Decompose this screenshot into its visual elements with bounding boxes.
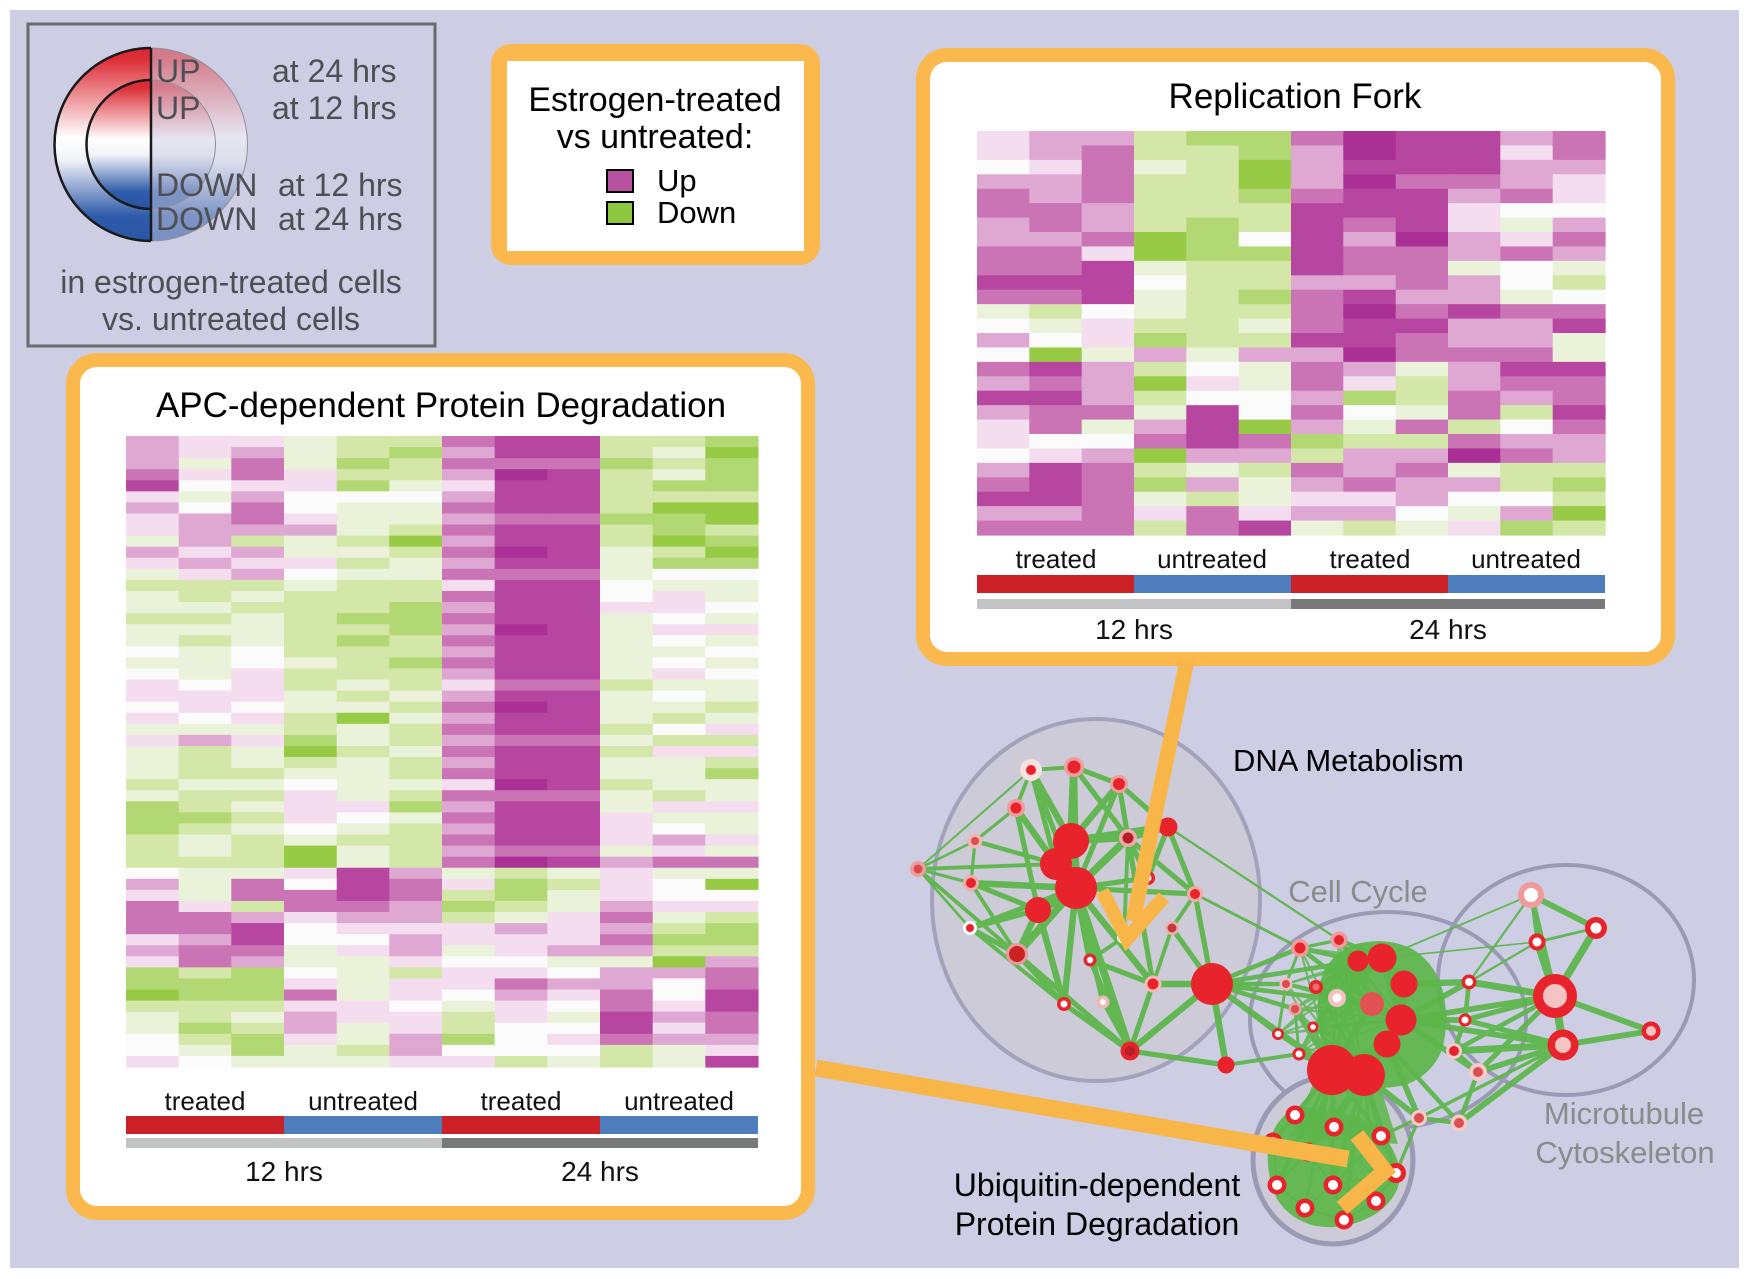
svg-text:at 24 hrs: at 24 hrs: [272, 53, 397, 89]
svg-text:vs. untreated cells: vs. untreated cells: [102, 301, 360, 337]
svg-text:treated: treated: [1330, 544, 1411, 574]
svg-text:DOWN: DOWN: [156, 167, 257, 203]
svg-text:treated: treated: [481, 1086, 562, 1116]
svg-text:DOWN: DOWN: [156, 201, 257, 237]
svg-text:Ubiquitin-dependent: Ubiquitin-dependent: [954, 1167, 1241, 1203]
svg-text:Cell Cycle: Cell Cycle: [1288, 874, 1428, 909]
svg-text:Replication Fork: Replication Fork: [1169, 77, 1422, 116]
svg-text:Up: Up: [657, 163, 697, 198]
svg-text:DNA Metabolism: DNA Metabolism: [1233, 743, 1464, 778]
svg-text:UP: UP: [156, 53, 200, 89]
svg-text:Down: Down: [657, 195, 736, 230]
svg-text:Microtubule: Microtubule: [1544, 1096, 1704, 1131]
svg-text:at 24 hrs: at 24 hrs: [278, 201, 403, 237]
svg-text:vs untreated:: vs untreated:: [557, 118, 754, 156]
svg-text:12 hrs: 12 hrs: [245, 1156, 323, 1187]
svg-text:treated: treated: [1016, 544, 1097, 574]
svg-text:untreated: untreated: [1157, 544, 1267, 574]
svg-text:APC-dependent Protein Degradat: APC-dependent Protein Degradation: [156, 386, 726, 425]
svg-text:at 12 hrs: at 12 hrs: [278, 167, 403, 203]
svg-text:UP: UP: [156, 90, 200, 126]
svg-text:in estrogen-treated cells: in estrogen-treated cells: [60, 264, 402, 300]
svg-text:untreated: untreated: [1471, 544, 1581, 574]
svg-text:24 hrs: 24 hrs: [1409, 614, 1487, 645]
svg-text:Estrogen-treated: Estrogen-treated: [528, 81, 781, 119]
svg-text:at 12 hrs: at 12 hrs: [272, 90, 397, 126]
svg-text:Cytoskeleton: Cytoskeleton: [1535, 1135, 1714, 1170]
svg-text:treated: treated: [165, 1086, 246, 1116]
svg-text:Protein Degradation: Protein Degradation: [955, 1206, 1240, 1242]
svg-text:untreated: untreated: [308, 1086, 418, 1116]
svg-text:untreated: untreated: [624, 1086, 734, 1116]
svg-text:24 hrs: 24 hrs: [561, 1156, 639, 1187]
svg-text:12 hrs: 12 hrs: [1095, 614, 1173, 645]
